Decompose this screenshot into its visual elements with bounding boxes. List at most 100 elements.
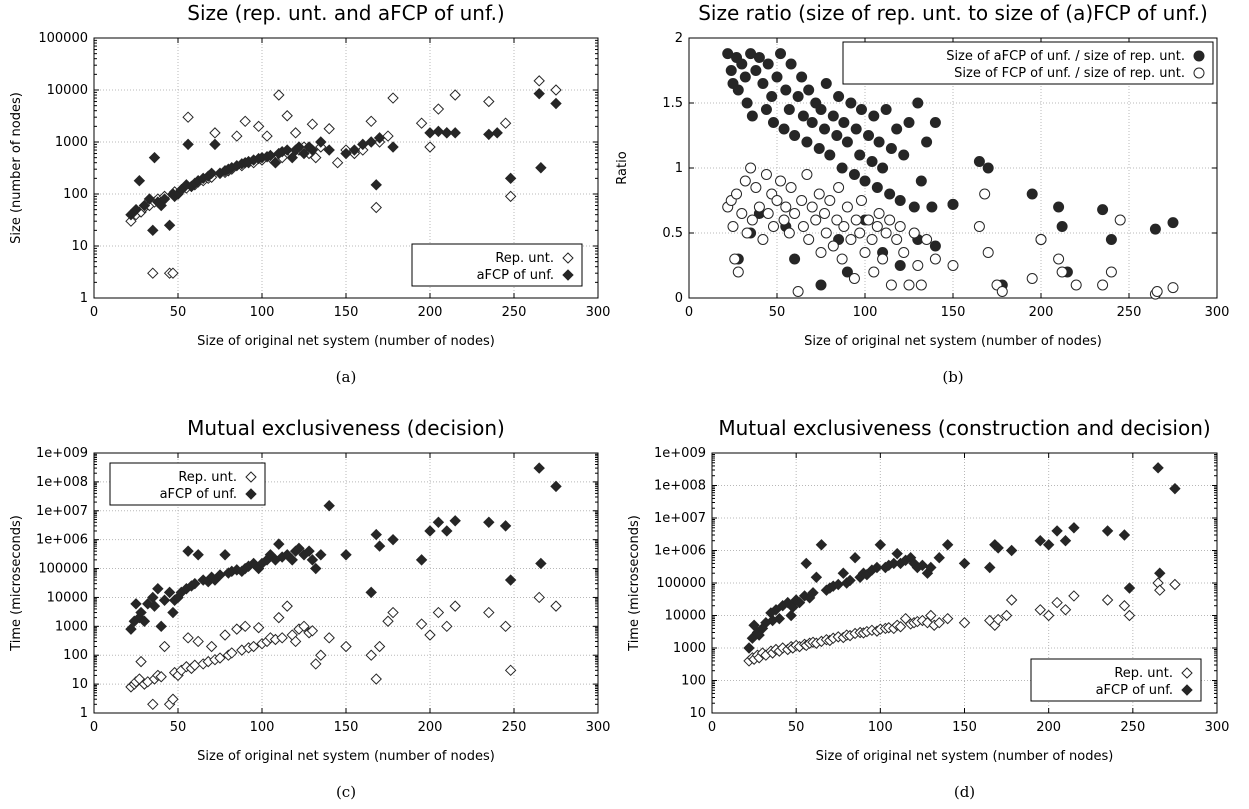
data-point <box>827 240 839 252</box>
data-point <box>916 559 929 572</box>
y-tick-label: 1e+006 <box>654 544 706 559</box>
y-tick-label: 1000 <box>55 135 88 150</box>
data-point <box>898 247 910 258</box>
panel-caption: (b) <box>942 368 963 386</box>
y-tick-label: 100 <box>63 187 88 202</box>
y-tick-label: 1000 <box>673 641 706 656</box>
data-point <box>877 253 889 265</box>
y-tick-label: 100000 <box>656 576 706 591</box>
data-point <box>750 65 762 76</box>
y-tick-label: 100 <box>63 648 88 663</box>
data-point <box>827 110 839 122</box>
data-point <box>424 525 436 537</box>
data-point <box>854 227 866 239</box>
data-point <box>947 198 959 210</box>
data-point <box>239 115 251 128</box>
data-point <box>273 89 285 101</box>
legend-marker <box>562 252 574 264</box>
data-point <box>163 219 176 232</box>
data-point <box>838 221 850 232</box>
data-point <box>1105 266 1117 278</box>
data-point <box>908 201 920 213</box>
data-point <box>1105 234 1117 245</box>
data-point <box>926 201 938 213</box>
data-point <box>736 208 748 219</box>
data-point <box>182 138 194 151</box>
data-point <box>813 188 825 200</box>
data-point <box>933 617 945 629</box>
data-point <box>806 117 818 128</box>
data-point <box>877 162 889 174</box>
data-point <box>810 571 823 583</box>
legend-marker <box>562 269 574 281</box>
data-point <box>424 141 436 153</box>
data-point <box>550 480 562 493</box>
data-point <box>1059 535 1072 547</box>
data-point <box>1053 201 1065 213</box>
data-point <box>158 193 171 205</box>
x-tick-label: 100 <box>250 720 275 735</box>
data-point <box>323 123 335 135</box>
data-point <box>125 215 137 227</box>
y-axis-label: Ratio <box>615 151 630 184</box>
data-point <box>863 130 875 141</box>
legend-marker <box>245 471 257 483</box>
data-point <box>992 542 1004 554</box>
data-point <box>732 84 744 96</box>
data-point <box>903 279 915 291</box>
data-point <box>323 144 335 156</box>
series-1 <box>743 462 1181 654</box>
x-tick-label: 250 <box>1117 305 1142 320</box>
data-point <box>370 528 382 541</box>
data-point <box>807 587 819 599</box>
data-point <box>370 201 382 214</box>
data-point <box>252 621 265 634</box>
data-point <box>1051 596 1063 609</box>
data-point <box>504 574 517 586</box>
data-point <box>775 175 787 187</box>
data-point <box>894 260 906 271</box>
x-tick-label: 200 <box>1029 305 1054 320</box>
plot-frame <box>93 452 599 714</box>
data-point <box>135 606 147 619</box>
data-point <box>286 151 298 164</box>
data-point <box>533 87 545 100</box>
data-point <box>1026 188 1038 200</box>
data-point <box>449 515 461 527</box>
legend: Rep. unt. aFCP of unf. <box>411 243 583 287</box>
data-point <box>898 149 910 161</box>
data-point <box>1042 539 1055 551</box>
data-point <box>815 539 828 551</box>
data-point <box>303 545 315 557</box>
data-point <box>762 58 774 70</box>
y-tick-label: 1 <box>80 291 88 306</box>
data-point <box>1026 273 1038 284</box>
data-point <box>739 175 751 187</box>
data-point <box>771 71 783 83</box>
data-point <box>789 130 801 141</box>
data-point <box>231 130 243 142</box>
data-point <box>743 642 755 654</box>
data-point <box>739 71 751 83</box>
data-point <box>152 583 164 595</box>
data-point <box>182 111 194 123</box>
data-point <box>854 149 866 161</box>
data-point <box>838 117 850 128</box>
data-point <box>806 201 818 213</box>
legend-label: aFCP of unf. <box>160 487 237 502</box>
data-point <box>148 600 161 612</box>
plot-frame <box>711 452 1218 714</box>
data-point <box>894 621 907 633</box>
data-point <box>504 190 517 203</box>
data-point <box>746 110 758 122</box>
data-point <box>219 629 231 641</box>
legend-marker <box>1181 667 1193 679</box>
y-tick-label: 1e+007 <box>36 504 88 519</box>
x-tick-label: 50 <box>170 305 187 320</box>
data-point <box>281 110 293 122</box>
data-point <box>815 104 827 115</box>
data-point <box>1034 535 1046 547</box>
data-point <box>182 545 194 557</box>
data-point <box>340 640 352 653</box>
data-point <box>792 286 804 297</box>
